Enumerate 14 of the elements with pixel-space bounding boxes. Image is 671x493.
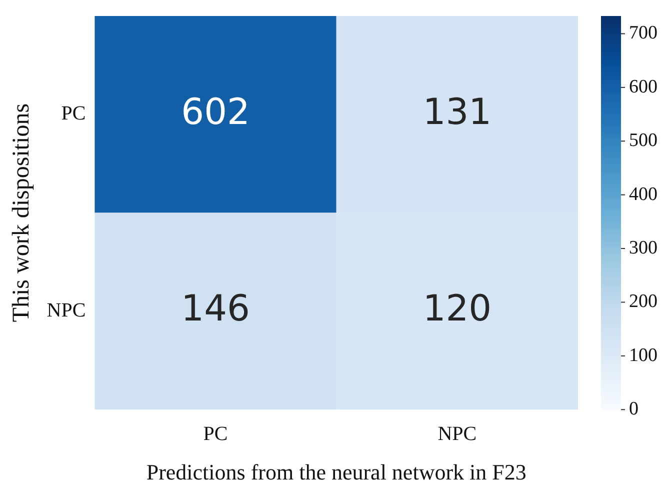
color-bar-label: 300	[629, 237, 658, 258]
data-label: 602	[181, 92, 250, 133]
y-axis-title: This work dispositions	[8, 103, 35, 322]
color-bar-label: 500	[629, 130, 658, 152]
data-label: 120	[422, 288, 492, 330]
color-bar-label: 200	[629, 291, 658, 312]
data-label: 146	[181, 288, 250, 330]
x-axis-title: Predictions from the neural network in F23	[146, 460, 526, 485]
color-bar-label: 700	[629, 22, 658, 44]
data-label: 131	[422, 92, 492, 133]
color-bar-label: 600	[629, 76, 658, 98]
color-bar-label: 400	[629, 184, 658, 205]
color-bar-label: 0	[629, 398, 638, 420]
color-bar-label: 100	[629, 344, 658, 366]
